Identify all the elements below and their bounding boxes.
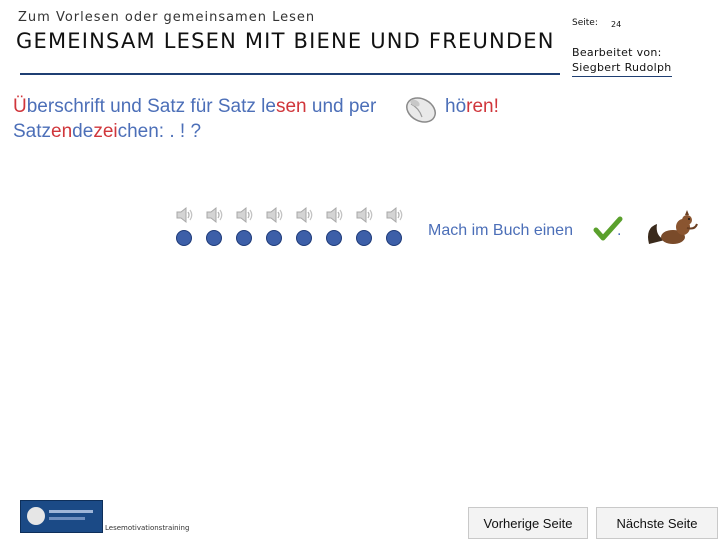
play-dot[interactable] [206,230,222,246]
instruction-segment: hö [445,96,467,117]
instruction-segment: sen [275,96,307,117]
speaker-icon[interactable] [174,204,196,226]
play-dot[interactable] [296,230,312,246]
speaker-icon[interactable] [234,204,256,226]
speaker-icon[interactable] [294,204,316,226]
title-divider [20,73,560,75]
previous-page-button[interactable]: Vorherige Seite [468,507,588,539]
mach-suffix: . [617,222,622,239]
page-subtitle: Zum Vorlesen oder gemeinsamen Lesen [18,10,316,25]
page-label: Seite: [572,18,598,28]
editor-label: Bearbeitet von: [572,46,662,59]
checkmark-icon [593,216,623,242]
page-number: 24 [611,20,622,29]
editor-name: Siegbert Rudolph [572,61,672,74]
page-title: GEMEINSAM LESEN MIT BIENE UND FREUNDEN [16,29,555,53]
play-dot[interactable] [386,230,402,246]
play-dot[interactable] [356,230,372,246]
play-dot[interactable] [176,230,192,246]
instruction-segment: und per [306,96,377,117]
instruction-segment: en [51,121,73,142]
instruction-segment: Satz [13,121,52,142]
speaker-icon[interactable] [354,204,376,226]
instruction-segment: chen: . ! ? [117,121,202,142]
instruction-segment: ren! [466,96,499,117]
instruction-line-1-end: hören! [445,96,499,118]
play-dot[interactable] [266,230,282,246]
play-dot[interactable] [236,230,252,246]
instruction-line-1: Überschrift und Satz für Satz lesen und … [13,96,376,118]
instruction-segment: Ü [13,96,27,117]
computer-mouse-icon [403,95,439,125]
play-dot[interactable] [326,230,342,246]
speaker-icon[interactable] [204,204,226,226]
squirrel-icon [645,210,700,248]
instruction-segment: zei [93,121,118,142]
mach-im-buch-text: Mach im Buch einen [428,222,573,239]
footer-training-label: Lesemotivationstraining [105,524,190,532]
speaker-icon[interactable] [264,204,286,226]
speaker-icon[interactable] [324,204,346,226]
instruction-segment: de [72,121,94,142]
instruction-line-2: Satzendezeichen: . ! ? [13,121,201,143]
instruction-segment: berschrift und Satz für Satz le [26,96,276,117]
editor-divider [572,76,672,77]
speaker-icon[interactable] [384,204,406,226]
publisher-logo-icon [20,500,103,533]
next-page-button[interactable]: Nächste Seite [596,507,718,539]
